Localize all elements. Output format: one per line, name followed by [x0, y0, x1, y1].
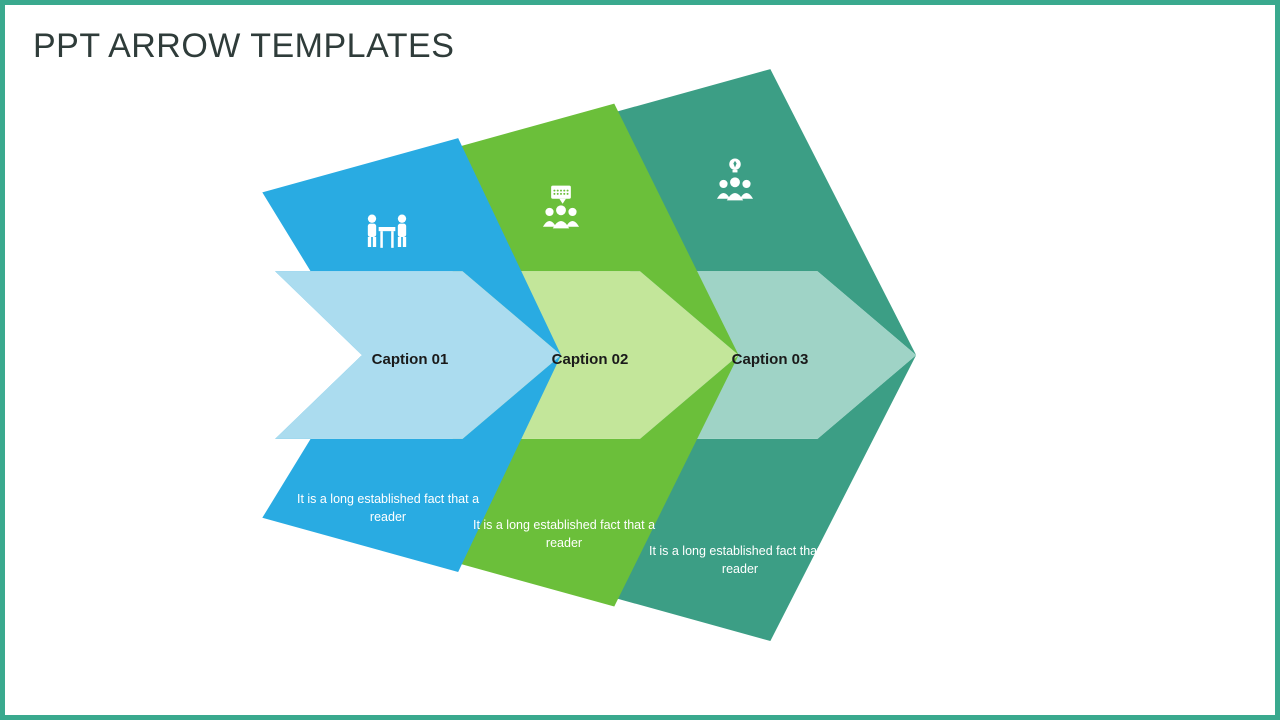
slide-frame: PPT ARROW TEMPLATES Caption 01It is a lo… — [0, 0, 1280, 720]
chevron-description-3: It is a long established fact that a rea… — [645, 542, 835, 578]
chevron-caption-3: Caption 03 — [680, 351, 860, 368]
chevron-caption-1: Caption 01 — [320, 351, 500, 368]
idea-group-icon — [708, 156, 762, 202]
chevron-description-1: It is a long established fact that a rea… — [293, 490, 483, 526]
chevron-description-2: It is a long established fact that a rea… — [469, 516, 659, 552]
chevron-caption-2: Caption 02 — [500, 351, 680, 368]
meeting-icon — [360, 212, 414, 252]
presentation-group-icon — [534, 184, 588, 230]
